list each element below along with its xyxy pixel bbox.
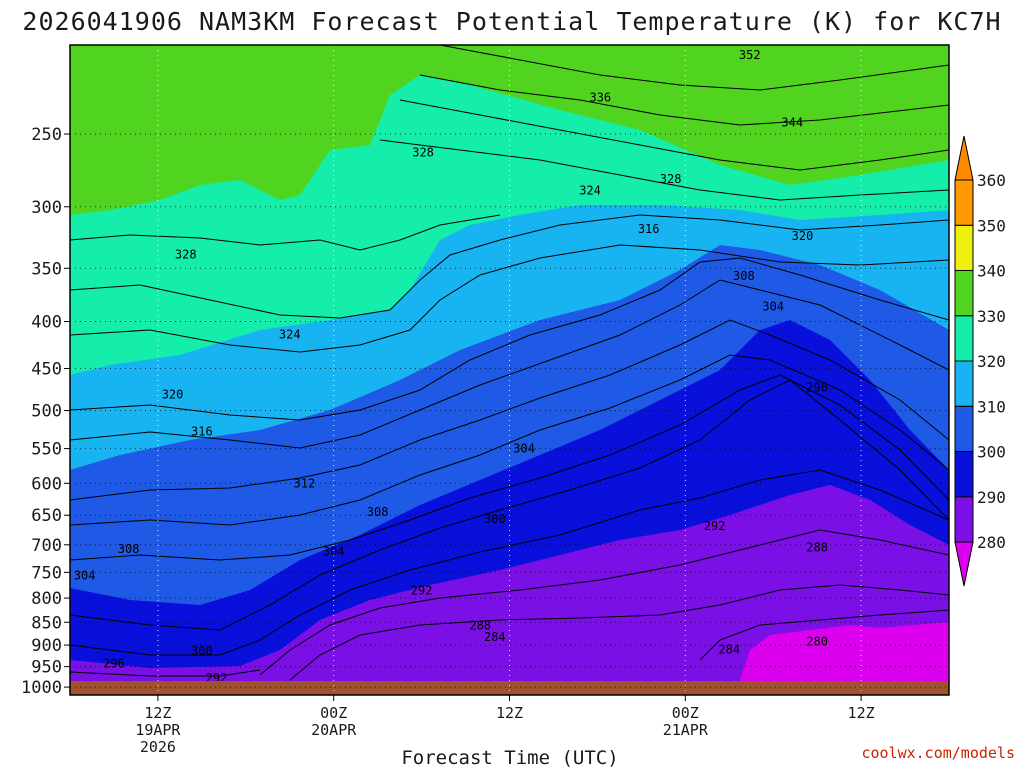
y-tick-label: 300	[31, 198, 62, 218]
contour-label: 300	[484, 512, 506, 526]
credit-text: coolwx.com/models	[861, 744, 1015, 762]
colorbar-swatch	[955, 316, 973, 361]
y-tick-label: 500	[31, 402, 62, 422]
contour-label: 304	[513, 442, 535, 456]
y-tick-label: 550	[31, 440, 62, 460]
y-tick-label: 900	[31, 636, 62, 656]
x-tick-label: 00Z	[320, 704, 347, 722]
x-axis-label: Forecast Time (UTC)	[401, 747, 618, 768]
contour-label: 328	[660, 172, 682, 186]
y-tick-label: 400	[31, 313, 62, 333]
y-axis: 250 300 350 400 450 500 550 600 650 700 750 800 850 9…	[21, 125, 70, 698]
contour-label: 324	[579, 183, 601, 197]
contour-label: 320	[162, 387, 184, 401]
colorbar-tick-label: 360	[977, 171, 1006, 190]
colorbar-swatch	[955, 497, 973, 542]
contour-label: 304	[74, 569, 96, 583]
contour-label: 296	[103, 656, 125, 670]
x-tick-label: 00Z	[672, 704, 699, 722]
colorbar-swatch	[955, 180, 973, 225]
y-tick-label: 700	[31, 536, 62, 556]
contour-label: 336	[589, 90, 611, 104]
colorbar: 280 290 300 310 320 330 340 350 360	[955, 136, 1006, 586]
colorbar-swatch	[955, 271, 973, 316]
contour-label: 344	[781, 116, 803, 130]
x-tick-label: 19APR	[135, 721, 181, 739]
colorbar-tick-label: 290	[977, 488, 1006, 507]
contour-label: 292	[411, 584, 433, 598]
colorbar-swatch	[955, 225, 973, 270]
contour-label: 280	[806, 635, 828, 649]
contour-label: 308	[733, 269, 755, 283]
contour-label: 312	[294, 476, 316, 490]
x-tick-label: 20APR	[311, 721, 357, 739]
contour-label: 292	[704, 519, 726, 533]
ground-surface	[70, 681, 949, 695]
contour-label: 296	[806, 381, 828, 395]
y-tick-label: 950	[31, 658, 62, 678]
y-tick-label: 750	[31, 563, 62, 583]
plot-area: 3323523363443283283243163203283083043242…	[70, 22, 949, 695]
colorbar-bottom-arrow	[955, 542, 973, 586]
contour-label: 308	[118, 542, 140, 556]
contour-label: 304	[323, 545, 345, 559]
y-tick-label: 1000	[21, 678, 62, 698]
y-tick-label: 600	[31, 474, 62, 494]
contour-label: 308	[367, 505, 389, 519]
y-tick-label: 850	[31, 613, 62, 633]
y-tick-label: 350	[31, 259, 62, 279]
y-tick-label: 250	[31, 125, 62, 145]
y-tick-label: 650	[31, 506, 62, 526]
y-tick-label: 800	[31, 589, 62, 609]
x-tick-label: 21APR	[663, 721, 709, 739]
y-tick-label: 450	[31, 360, 62, 380]
chart-title: 2026041906 NAM3KM Forecast Potential Tem…	[22, 7, 1001, 36]
colorbar-tick-label: 330	[977, 307, 1006, 326]
contour-label: 324	[279, 327, 301, 341]
contour-label: 352	[739, 48, 761, 62]
colorbar-swatch	[955, 452, 973, 497]
contour-label: 316	[638, 222, 660, 236]
x-tick-label: 2026	[140, 738, 176, 756]
colorbar-top-arrow	[955, 136, 973, 180]
colorbar-tick-label: 320	[977, 352, 1006, 371]
colorbar-swatch	[955, 406, 973, 451]
contour-label: 304	[762, 299, 784, 313]
x-tick-label: 12Z	[848, 704, 875, 722]
contour-label: 328	[412, 146, 434, 160]
contour-label: 328	[175, 247, 197, 261]
colorbar-tick-label: 310	[977, 397, 1006, 416]
x-tick-label: 12Z	[144, 704, 171, 722]
colorbar-tick-label: 300	[977, 443, 1006, 462]
contour-label: 284	[484, 630, 506, 644]
contour-label: 300	[191, 644, 213, 658]
contour-label: 284	[718, 642, 740, 656]
colorbar-tick-label: 340	[977, 262, 1006, 281]
colorbar-swatch	[955, 361, 973, 406]
contour-label: 316	[191, 425, 213, 439]
contour-label: 320	[792, 229, 814, 243]
colorbar-tick-label: 350	[977, 216, 1006, 235]
contour-label: 288	[806, 541, 828, 555]
colorbar-tick-label: 280	[977, 533, 1006, 552]
x-tick-label: 12Z	[496, 704, 523, 722]
